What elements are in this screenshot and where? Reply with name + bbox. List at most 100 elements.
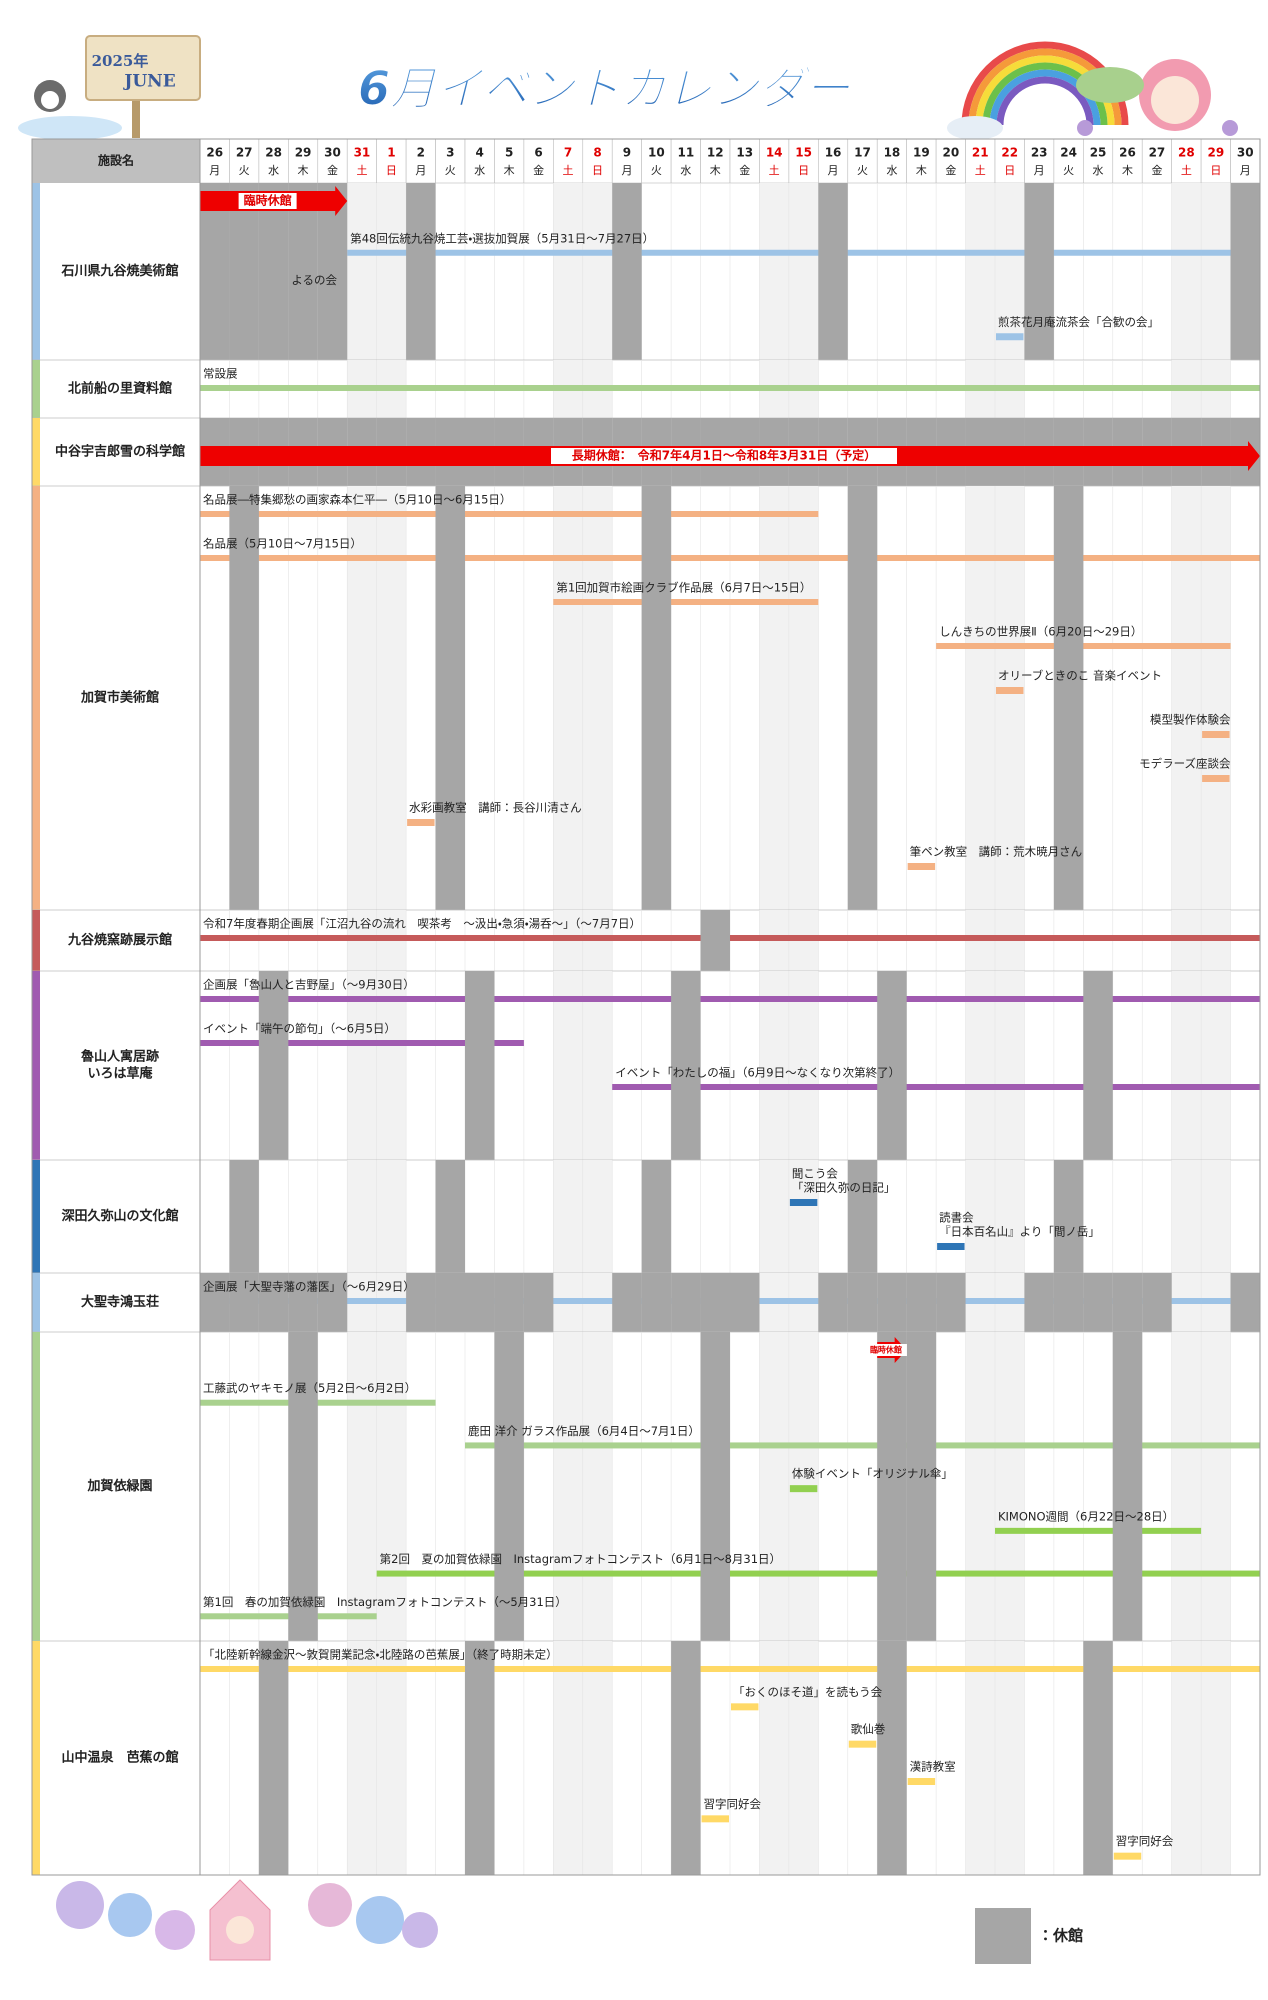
closed-day: [906, 1332, 937, 1641]
day-weekday: 日: [1004, 164, 1015, 177]
weekend-column: [347, 1160, 377, 1273]
event-bar: [465, 1442, 1260, 1449]
day-weekday: 水: [680, 164, 691, 177]
event-label: KIMONO週間（6月22日～28日）: [998, 1509, 1174, 1523]
day-weekday: 木: [710, 164, 721, 177]
event-label: 「深田久弥の日記」: [792, 1181, 896, 1195]
closed-day: [877, 1641, 907, 1875]
day-cell: [376, 138, 407, 184]
weekend-column: [759, 1641, 789, 1875]
facility-stripe: [32, 1160, 40, 1273]
calendar-table: 施設名 26 月 27 火 28 水 29 木 30 金 31 土 1 日 2 月 3 火 4 水 5 木 6 金 7 土 8 日 9 月 1…: [31, 138, 1261, 1876]
closed-day: [818, 183, 848, 360]
weekend-column: [376, 1160, 407, 1273]
event-bar: [995, 1527, 1202, 1534]
day-weekday: 土: [1181, 164, 1192, 177]
closed-day: [1142, 1273, 1172, 1332]
closed-day: [465, 1273, 495, 1332]
event-bar: [347, 249, 1260, 256]
weekend-column: [759, 1160, 789, 1273]
day-weekday: 月: [1034, 164, 1045, 177]
closed-day: [612, 1273, 642, 1332]
event-label: 名品展（5月10日～7月15日）: [203, 537, 362, 551]
day-weekday: 水: [1093, 164, 1104, 177]
event-label: 第48回伝統九谷焼工芸・選抜加賀展（5月31日～7月27日）: [350, 231, 654, 245]
legend-swatch: [975, 1908, 1031, 1964]
closed-day: [700, 1273, 730, 1332]
day-weekday: 月: [621, 164, 632, 177]
closed-day: [1112, 1332, 1143, 1641]
closed-day: [494, 1332, 524, 1641]
weekend-column: [965, 1160, 995, 1273]
day-number: 8: [593, 146, 601, 160]
closed-day: [641, 486, 672, 910]
closure-label-box: [238, 193, 297, 209]
day-weekday: 木: [504, 164, 515, 177]
day-number: 27: [1149, 146, 1166, 160]
closed-day: [612, 183, 642, 360]
weekend-column: [1171, 1332, 1202, 1641]
facility-stripe: [32, 971, 40, 1160]
day-number: 29: [295, 146, 312, 160]
closed-day: [818, 1273, 848, 1332]
day-weekday: 金: [533, 164, 544, 177]
weekend-column: [582, 1160, 613, 1273]
weekend-column: [759, 486, 789, 910]
weekend-column: [788, 1641, 819, 1875]
closed-day: [1053, 486, 1084, 910]
weekend-column: [553, 971, 583, 1160]
event-label: 読書会: [939, 1211, 974, 1225]
weekend-column: [582, 971, 613, 1160]
day-number: 11: [677, 146, 694, 160]
closed-day: [465, 971, 495, 1160]
weekend-column: [965, 1641, 995, 1875]
weekend-column: [965, 1332, 995, 1641]
event-bar: [612, 1084, 1260, 1090]
weekend-column: [582, 1641, 613, 1875]
day-cell: [1200, 138, 1231, 184]
day-weekday: 金: [945, 164, 956, 177]
weekend-column: [788, 971, 819, 1160]
closed-day: [671, 1273, 701, 1332]
badge-month: JUNE: [122, 72, 175, 92]
closed-day: [847, 1160, 878, 1273]
closed-day: [1024, 183, 1054, 360]
event-label: イベント「端午の節句」（～6月5日）: [203, 1022, 396, 1036]
facility-name: 深田久弥山の文化館: [61, 1208, 178, 1224]
facility-stripe: [32, 910, 40, 971]
event-label: 模型製作体験会: [1150, 713, 1231, 727]
day-weekday: 火: [445, 164, 456, 177]
event-bar: [701, 1815, 729, 1823]
day-weekday: 水: [886, 164, 897, 177]
closed-day: [1230, 183, 1260, 360]
day-weekday: 木: [298, 164, 309, 177]
event-label: イベント「わたしの福」（6月9日～なくなり次第終了）: [615, 1066, 900, 1080]
decoration-hydrangea: [56, 1879, 438, 1961]
event-bar: [848, 1740, 877, 1748]
day-cell: [523, 138, 554, 184]
day-number: 6: [534, 146, 542, 160]
closed-day: [847, 486, 878, 910]
day-number: 30: [1237, 146, 1254, 160]
facility-name: 大聖寺鴻玉荘: [81, 1294, 159, 1310]
closed-day: [406, 183, 436, 360]
weekend-column: [553, 1641, 583, 1875]
event-label: 鹿田 洋介 ガラス作品展（6月4日～7月1日）: [468, 1424, 700, 1438]
day-number: 25: [1090, 146, 1107, 160]
closed-day: [435, 1160, 465, 1273]
day-weekday: 日: [1210, 164, 1221, 177]
day-number: 14: [766, 146, 783, 160]
day-cell: [1230, 138, 1261, 184]
facility-name: 九谷焼窯跡展示館: [67, 932, 172, 948]
event-label: 名品展―特集郷愁の画家森本仁平―（5月10日～6月15日）: [203, 493, 511, 507]
closed-day: [641, 1160, 672, 1273]
event-label: しんきちの世界展Ⅱ（6月20日～29日）: [939, 625, 1142, 639]
event-label: 筆ペン教室 講師：荒木暁月さん: [910, 845, 1083, 859]
weekend-column: [347, 183, 377, 360]
day-number: 23: [1031, 146, 1048, 160]
closed-day: [229, 1160, 259, 1273]
day-weekday: 火: [239, 164, 250, 177]
day-number: 15: [795, 146, 812, 160]
day-number: 31: [354, 146, 371, 160]
